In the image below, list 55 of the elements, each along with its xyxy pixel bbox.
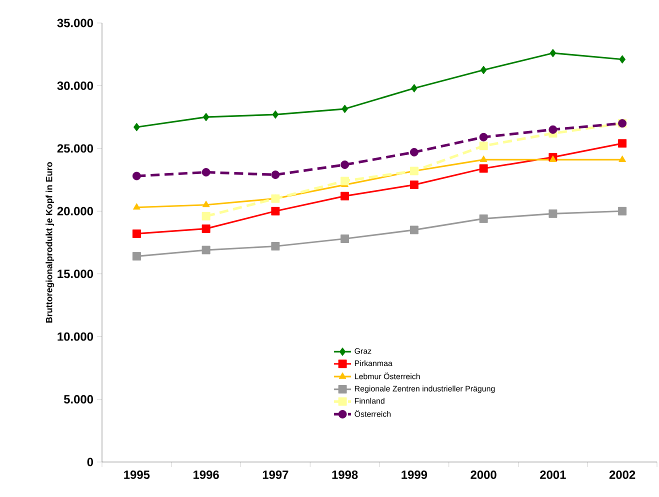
point — [410, 84, 418, 92]
point — [202, 112, 210, 122]
y-tick-label: 35.000 — [57, 18, 93, 28]
point — [202, 200, 210, 208]
point — [479, 164, 488, 173]
point — [550, 48, 556, 58]
point — [132, 172, 141, 180]
point — [340, 176, 350, 186]
point — [271, 170, 280, 179]
y-tick-label: 30.000 — [57, 81, 93, 90]
point — [479, 214, 488, 223]
point — [548, 125, 558, 134]
point — [619, 55, 626, 64]
point — [340, 192, 350, 200]
point — [202, 168, 210, 176]
point — [618, 155, 626, 162]
point — [479, 132, 488, 142]
x-tick-label: 1995 — [124, 470, 150, 479]
x-tick-label: 1998 — [332, 470, 358, 479]
point — [410, 180, 418, 190]
x-tick-label: 1999 — [402, 470, 428, 479]
point — [271, 206, 280, 216]
point — [410, 226, 418, 234]
y-tick-label: 5.000 — [64, 395, 93, 404]
point — [410, 148, 418, 156]
point — [618, 139, 627, 148]
y-tick-label: 10.000 — [58, 332, 93, 341]
point — [202, 246, 210, 254]
x-tick-label: 1997 — [262, 470, 288, 479]
point — [480, 155, 488, 162]
point — [479, 142, 488, 150]
point — [340, 160, 350, 169]
point — [132, 252, 141, 261]
y-tick-label: 0 — [87, 458, 94, 466]
y-tick-label: 20.000 — [57, 206, 93, 216]
point — [272, 110, 279, 119]
x-tick-label: 2001 — [540, 470, 566, 479]
point — [340, 234, 350, 243]
x-tick-label: 2002 — [609, 470, 636, 479]
point — [271, 242, 280, 250]
y-tick-label: 25.000 — [57, 144, 93, 153]
point — [549, 155, 557, 162]
point — [618, 206, 627, 216]
point — [202, 224, 210, 233]
point — [480, 66, 487, 74]
y-tick-label: 15.000 — [58, 270, 93, 278]
point — [342, 104, 348, 114]
point — [133, 122, 140, 132]
point — [132, 229, 141, 238]
point — [202, 212, 210, 220]
x-tick-label: 2000 — [470, 470, 496, 479]
x-tick-label: 1996 — [194, 470, 219, 479]
y-axis-title: Bruttoregionalprodukt je Kopf in Euro — [46, 162, 54, 323]
point — [132, 203, 140, 210]
point — [548, 209, 558, 218]
